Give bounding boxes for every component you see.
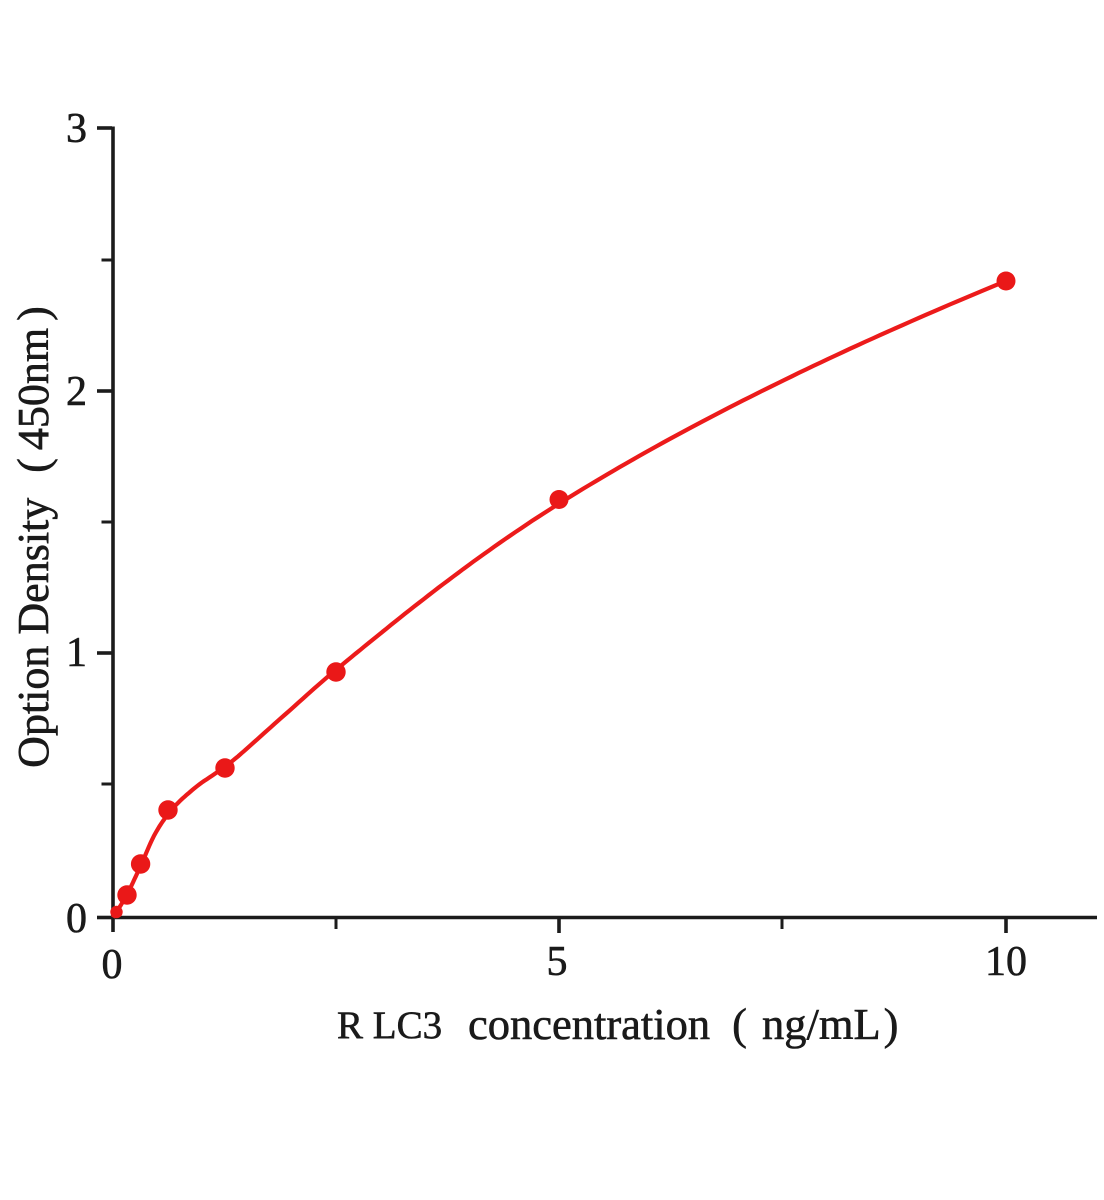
svg-text:1: 1 (66, 630, 87, 676)
svg-text:2: 2 (66, 369, 87, 415)
svg-text:5: 5 (547, 939, 568, 985)
svg-text:R LC3: R LC3 (337, 1004, 442, 1047)
svg-text:10: 10 (985, 939, 1027, 985)
svg-text:concentration(ng/mL): concentration(ng/mL) (468, 999, 899, 1049)
svg-text:Option Density(450nm): Option Density(450nm) (9, 306, 58, 768)
svg-text:3: 3 (66, 106, 87, 152)
svg-text:0: 0 (102, 942, 123, 988)
svg-text:0: 0 (66, 896, 87, 942)
